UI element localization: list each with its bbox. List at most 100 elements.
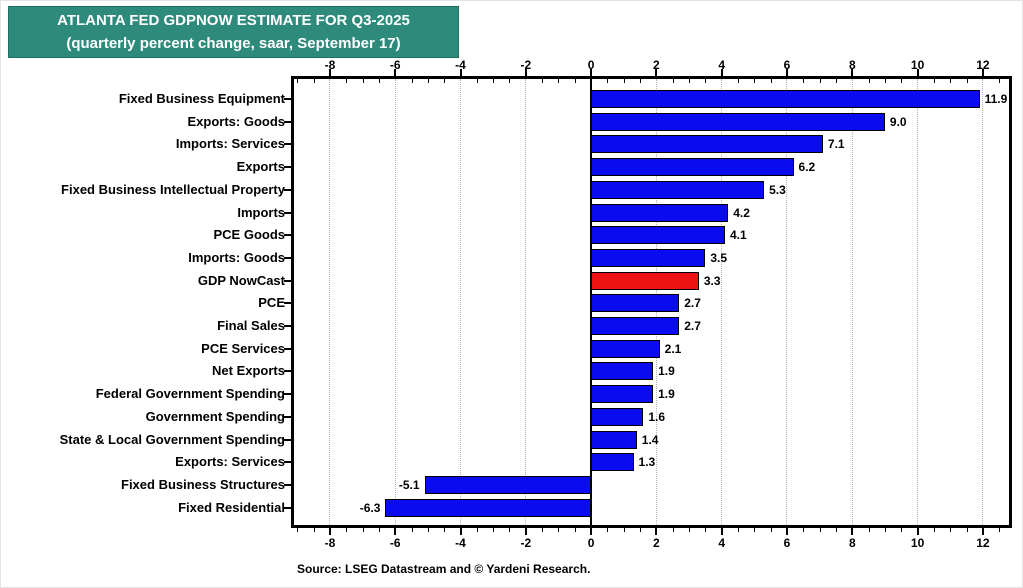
x-tick-minor-bottom (705, 528, 707, 532)
x-tick-minor-bottom (803, 528, 805, 532)
y-tick (284, 370, 291, 373)
bar-value-label: 11.9 (984, 92, 1008, 106)
x-tick-minor-bottom (999, 528, 1001, 532)
y-tick (284, 393, 291, 396)
x-tick-major-top (981, 69, 984, 76)
x-tick-label-bottom: 10 (910, 536, 925, 550)
x-tick-major-bottom (916, 528, 919, 535)
category-label-fixed-residential: Fixed Residential (178, 499, 285, 515)
bar-value-label: 7.1 (827, 137, 845, 152)
y-tick (284, 120, 291, 123)
x-tick-minor-top (509, 79, 511, 83)
x-tick-minor-bottom (346, 528, 348, 532)
x-tick-major-top (851, 69, 854, 76)
x-tick-minor-top (884, 79, 886, 83)
x-tick-minor-top (950, 79, 952, 83)
x-tick-label-top: -6 (389, 58, 401, 72)
bar-imports-services (591, 135, 823, 154)
bar-value-label: 4.1 (729, 228, 747, 243)
x-tick-label-bottom: -8 (324, 536, 336, 550)
category-label-imports: Imports (237, 204, 285, 220)
x-tick-minor-top (738, 79, 740, 83)
category-label-federal-government-spending: Federal Government Spending (95, 386, 285, 402)
bar-government-spending (591, 407, 644, 426)
x-tick-major-top (655, 69, 658, 76)
x-tick-minor-bottom (297, 528, 299, 532)
bar-fixed-business-structures (424, 475, 592, 494)
bar-value-label: 1.4 (641, 432, 659, 447)
gridline (917, 79, 919, 525)
x-tick-minor-bottom (362, 528, 364, 532)
bar-value-label: 3.5 (710, 250, 728, 265)
x-tick-label-top: -4 (455, 58, 466, 72)
category-label-final-sales: Final Sales (217, 318, 285, 333)
x-tick-minor-top (574, 79, 576, 83)
bar-fixed-business-intellectual-property (591, 180, 765, 199)
x-tick-label-bottom: 12 (976, 536, 990, 550)
bar-value-label: 1.3 (638, 455, 656, 470)
x-tick-major-top (785, 69, 788, 76)
x-tick-label-bottom: 6 (783, 536, 791, 550)
bar-net-exports (591, 362, 654, 381)
y-tick (284, 98, 291, 100)
bar-pce-goods (591, 226, 725, 245)
x-tick-label-bottom: -4 (455, 536, 466, 550)
y-tick (284, 188, 291, 191)
source-text: Source: LSEG Datastream and © Yardeni Re… (297, 562, 591, 576)
x-tick-major-top (459, 69, 462, 76)
category-label-pce-services: PCE Services (201, 340, 285, 356)
x-tick-label-top: 6 (783, 58, 791, 72)
category-label-exports-services: Exports: Services (175, 454, 285, 470)
x-tick-minor-top (672, 79, 674, 83)
y-tick (284, 325, 291, 327)
x-tick-minor-bottom (542, 528, 544, 532)
x-tick-major-bottom (655, 528, 658, 535)
x-tick-minor-bottom (819, 528, 821, 532)
x-tick-label-top: 0 (587, 58, 595, 72)
gridline (851, 79, 853, 525)
x-tick-label-top: 8 (848, 58, 856, 72)
x-tick-major-bottom (851, 528, 854, 535)
x-tick-minor-top (542, 79, 544, 83)
x-tick-minor-top (640, 79, 642, 83)
y-tick (284, 143, 291, 146)
x-tick-minor-top (427, 79, 429, 83)
x-tick-minor-top (835, 79, 837, 83)
x-tick-major-top (720, 69, 723, 76)
x-tick-minor-top (803, 79, 805, 83)
y-tick (284, 166, 291, 169)
x-tick-minor-bottom (868, 528, 870, 532)
x-tick-major-bottom (981, 528, 984, 535)
x-tick-minor-bottom (574, 528, 576, 532)
x-tick-minor-bottom (558, 528, 560, 532)
x-tick-major-top (524, 69, 527, 76)
x-tick-minor-bottom (770, 528, 772, 532)
bar-pce-services (591, 339, 660, 358)
bar-state-local-government-spending (591, 430, 637, 449)
x-tick-label-bottom: 8 (848, 536, 856, 550)
y-tick (284, 506, 291, 509)
category-label-pce-goods: PCE Goods (213, 227, 285, 243)
category-label-exports-goods: Exports: Goods (187, 113, 285, 129)
x-tick-minor-top (411, 79, 413, 83)
category-label-fixed-business-structures: Fixed Business Structures (121, 476, 285, 492)
x-tick-minor-bottom (966, 528, 968, 532)
x-tick-minor-top (378, 79, 380, 83)
x-tick-minor-top (558, 79, 560, 83)
y-tick (284, 279, 291, 282)
category-label-exports: Exports (236, 159, 285, 175)
y-tick (284, 483, 291, 486)
x-tick-label-bottom: 2 (653, 536, 660, 550)
x-tick-minor-bottom (444, 528, 446, 532)
x-tick-minor-top (901, 79, 903, 83)
x-tick-minor-bottom (835, 528, 837, 532)
bar-gdp-nowcast (591, 271, 699, 290)
bar-value-label: 1.9 (658, 364, 675, 379)
x-tick-minor-top (362, 79, 364, 83)
x-tick-minor-bottom (378, 528, 380, 532)
bar-value-label: 1.9 (658, 387, 675, 402)
y-tick (284, 302, 291, 305)
bar-value-label: -6.3 (359, 500, 381, 515)
x-tick-major-bottom (785, 528, 788, 535)
x-tick-minor-bottom (672, 528, 674, 532)
